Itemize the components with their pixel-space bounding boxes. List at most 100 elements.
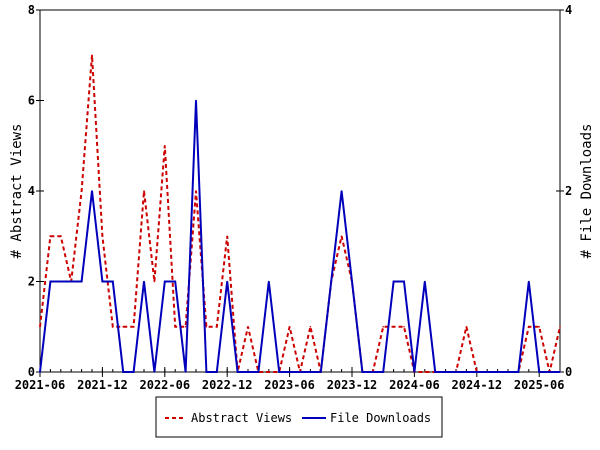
data-point-file-downloads (91, 190, 93, 192)
data-point-file-downloads (80, 280, 83, 283)
data-point-file-downloads (195, 99, 197, 102)
x-tick-label: 2022-06 (140, 378, 191, 392)
y-tick-label: 2 (28, 275, 35, 289)
y2-tick-label: 2 (565, 184, 572, 198)
data-point-file-downloads (330, 280, 333, 283)
data-point-file-downloads (101, 280, 104, 283)
data-point-file-downloads (216, 371, 218, 373)
data-point-file-downloads (112, 280, 114, 283)
data-point-file-downloads (153, 371, 156, 373)
data-point-abstract-views (143, 190, 145, 192)
data-point-abstract-views (112, 325, 114, 328)
data-point-file-downloads (257, 371, 260, 373)
x-tick-label: 2023-12 (327, 378, 378, 392)
y-tick-label: 0 (28, 365, 35, 379)
x-tick-label: 2024-12 (452, 378, 503, 392)
data-point-file-downloads (465, 371, 468, 373)
y-tick-label: 8 (28, 3, 35, 17)
x-tick-label: 2021-12 (77, 378, 128, 392)
data-point-abstract-views (122, 325, 124, 328)
data-point-abstract-views (559, 325, 561, 328)
data-point-file-downloads (320, 371, 322, 373)
data-point-file-downloads (340, 190, 343, 192)
data-point-abstract-views (164, 144, 166, 147)
data-point-file-downloads (39, 371, 41, 373)
data-point-abstract-views (392, 325, 395, 328)
data-point-file-downloads (247, 371, 249, 373)
data-point-abstract-views (91, 54, 93, 57)
data-point-file-downloads (299, 371, 301, 373)
data-point-file-downloads (455, 371, 457, 373)
data-point-abstract-views (247, 325, 249, 328)
data-point-file-downloads (184, 371, 187, 373)
data-point-file-downloads (205, 371, 208, 373)
x-tick-label: 2023-06 (264, 378, 315, 392)
data-point-abstract-views (309, 325, 312, 328)
data-point-abstract-views (49, 235, 52, 238)
data-point-abstract-views (39, 325, 41, 328)
data-point-abstract-views (340, 235, 343, 238)
y2-tick-label: 0 (565, 365, 572, 379)
data-point-abstract-views (174, 325, 176, 328)
legend-label-file-downloads: File Downloads (330, 411, 431, 425)
data-point-file-downloads (268, 280, 270, 283)
data-point-file-downloads (70, 280, 72, 283)
data-point-file-downloads (548, 371, 551, 373)
data-point-file-downloads (164, 280, 166, 283)
data-point-file-downloads (122, 371, 124, 373)
data-point-abstract-views (101, 235, 104, 238)
data-point-abstract-views (288, 325, 291, 328)
data-point-file-downloads (351, 280, 353, 283)
y2-tick-label: 4 (565, 3, 572, 17)
x-tick-label: 2021-06 (15, 378, 66, 392)
data-point-abstract-views (268, 371, 270, 373)
data-point-file-downloads (226, 280, 228, 283)
data-point-abstract-views (538, 325, 540, 328)
data-point-file-downloads (372, 371, 374, 373)
data-point-file-downloads (528, 280, 530, 283)
y-tick-label: 6 (28, 94, 35, 108)
data-point-file-downloads (486, 371, 489, 373)
y2-axis-label: # File Downloads (579, 124, 595, 259)
data-point-file-downloads (559, 371, 561, 373)
data-point-file-downloads (517, 371, 520, 373)
data-point-file-downloads (413, 371, 416, 373)
data-point-abstract-views (132, 325, 135, 328)
data-point-abstract-views (195, 190, 197, 192)
data-point-abstract-views (465, 325, 468, 328)
data-point-file-downloads (236, 371, 239, 373)
x-tick-label: 2025-06 (514, 378, 565, 392)
data-point-abstract-views (424, 371, 426, 373)
data-point-abstract-views (382, 325, 385, 328)
data-point-abstract-views (60, 235, 62, 238)
plot-area (39, 9, 561, 373)
data-point-abstract-views (80, 190, 83, 192)
data-point-file-downloads (60, 280, 62, 283)
data-point-file-downloads (309, 371, 312, 373)
data-point-file-downloads (538, 371, 540, 373)
data-point-file-downloads (361, 371, 364, 373)
data-point-abstract-views (226, 235, 228, 238)
data-point-file-downloads (288, 371, 291, 373)
data-point-file-downloads (278, 371, 281, 373)
data-point-file-downloads (382, 371, 385, 373)
data-point-file-downloads (434, 371, 437, 373)
data-point-abstract-views (403, 325, 405, 328)
data-point-file-downloads (496, 371, 499, 373)
data-point-abstract-views (153, 280, 156, 283)
data-point-abstract-views (205, 325, 208, 328)
data-point-file-downloads (476, 371, 478, 373)
y-tick-label: 4 (28, 184, 35, 198)
data-point-file-downloads (424, 280, 426, 283)
data-point-file-downloads (392, 280, 395, 283)
data-point-abstract-views (184, 325, 187, 328)
data-point-file-downloads (403, 280, 405, 283)
y-axis-label: # Abstract Views (9, 124, 25, 259)
x-tick-label: 2024-06 (389, 378, 440, 392)
data-point-file-downloads (174, 280, 176, 283)
data-point-file-downloads (132, 371, 135, 373)
data-point-abstract-views (216, 325, 218, 328)
data-point-file-downloads (444, 371, 447, 373)
x-tick-label: 2022-12 (202, 378, 253, 392)
